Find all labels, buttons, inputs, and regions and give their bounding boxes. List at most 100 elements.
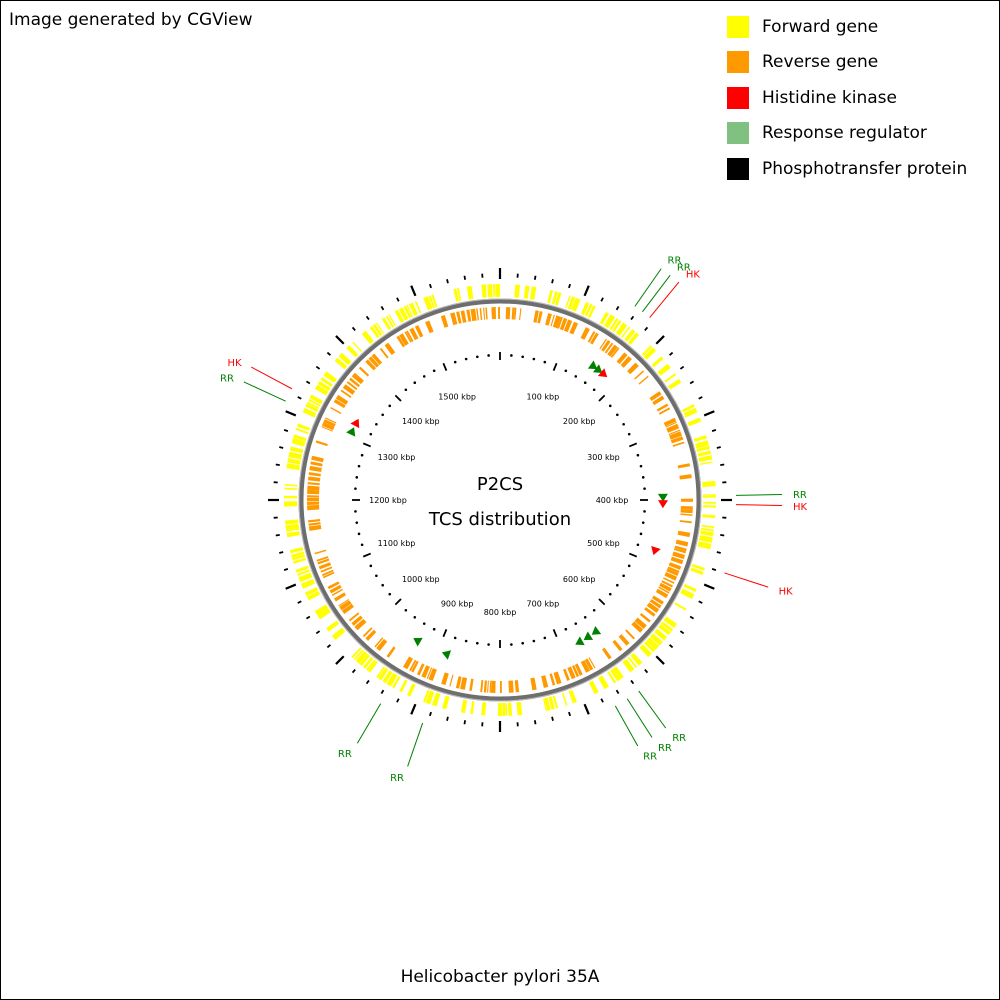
reverse-gene (663, 577, 675, 584)
reverse-gene (638, 375, 649, 385)
outer-tick (583, 285, 590, 297)
forward-gene (362, 656, 374, 669)
histidine-kinase-marker (658, 500, 669, 509)
forward-gene (346, 345, 359, 358)
reverse-gene (580, 660, 591, 673)
forward-gene (702, 505, 716, 508)
forward-gene (622, 658, 635, 673)
reverse-gene (505, 307, 511, 320)
forward-gene (630, 652, 643, 666)
reverse-gene (321, 426, 333, 432)
ruler-minor-tick (355, 476, 359, 479)
reverse-gene (414, 325, 424, 338)
forward-gene (406, 683, 416, 697)
reverse-gene (440, 315, 449, 328)
forward-gene (654, 628, 668, 641)
forward-gene (288, 451, 303, 460)
reverse-gene (599, 338, 607, 350)
forward-gene (702, 495, 716, 498)
forward-gene (697, 543, 711, 550)
forward-gene (658, 624, 671, 636)
reverse-gene (664, 572, 678, 581)
ruler-major-tick (442, 362, 448, 372)
reverse-gene (384, 342, 396, 355)
outer-tick (698, 600, 703, 604)
forward-gene (367, 660, 378, 673)
ruler-major-tick (598, 598, 606, 606)
forward-gene (431, 294, 438, 308)
legend-label: Histidine kinase (762, 87, 897, 108)
outer-tick (335, 335, 345, 345)
callout-line (634, 268, 662, 307)
center-subtitle: TCS distribution (428, 509, 571, 530)
forward-gene (660, 621, 674, 632)
response-regulator-marker (413, 637, 423, 647)
outer-tick (711, 568, 717, 572)
ruler-minor-tick (622, 574, 625, 578)
ruler-label: 600 kbp (563, 575, 596, 584)
outer-tick (630, 315, 635, 321)
ruler-minor-tick (521, 355, 524, 359)
ruler-major-tick (442, 628, 448, 638)
reverse-gene (519, 308, 522, 321)
reverse-gene (620, 356, 632, 368)
backbone-highlight (298, 298, 702, 702)
forward-gene (291, 437, 306, 447)
histidine-kinase-marker (350, 418, 360, 429)
reverse-gene (491, 307, 497, 320)
reverse-gene (668, 562, 682, 570)
reverse-gene (665, 421, 677, 428)
forward-gene (353, 649, 364, 661)
forward-gene (314, 604, 329, 615)
ruler-label: 100 kbp (527, 393, 560, 402)
legend-item-phosphotransfer-protein: Phosphotransfer protein (727, 151, 967, 187)
outer-tick (533, 275, 537, 280)
forward-gene (580, 301, 590, 316)
reverse-gene (307, 495, 320, 498)
forward-gene (641, 345, 652, 356)
forward-gene (523, 285, 530, 299)
reverse-gene (508, 680, 514, 693)
forward-gene (308, 398, 321, 407)
reverse-gene (348, 612, 360, 622)
ruler-minor-tick (422, 622, 426, 625)
ruler-minor-tick (639, 464, 643, 468)
ruler-minor-tick (641, 476, 645, 479)
outer-tick (668, 351, 674, 356)
reverse-gene (321, 422, 335, 431)
forward-gene (493, 284, 496, 298)
callout-line (649, 281, 680, 318)
forward-gene (305, 403, 319, 412)
reverse-gene (590, 332, 599, 345)
forward-gene (302, 407, 317, 418)
reverse-gene (421, 665, 430, 678)
outer-tick (305, 380, 311, 385)
forward-gene (375, 322, 385, 334)
reverse-gene (331, 588, 343, 596)
outer-tick (428, 283, 432, 289)
ruler-minor-tick (375, 574, 378, 578)
ruler-minor-tick (476, 355, 479, 359)
reverse-gene (411, 660, 419, 673)
reverse-gene (346, 381, 358, 391)
reverse-gene (514, 680, 520, 693)
reverse-gene (403, 656, 414, 670)
forward-gene (470, 701, 475, 715)
forward-gene (292, 557, 307, 564)
reverse-gene (309, 465, 322, 472)
outer-tick (716, 446, 721, 449)
reverse-gene (315, 440, 328, 447)
forward-gene (385, 315, 395, 328)
forward-gene (683, 407, 698, 418)
outer-tick (285, 583, 297, 590)
callout-line (243, 381, 286, 402)
forward-gene (561, 692, 568, 706)
forward-gene (355, 650, 368, 664)
reverse-gene (479, 307, 483, 321)
ruler-minor-tick (641, 521, 645, 524)
ruler-minor-tick (432, 369, 436, 373)
ruler-minor-tick (355, 521, 359, 524)
forward-gene (544, 697, 551, 711)
forward-gene (488, 284, 493, 298)
forward-gene (497, 702, 502, 716)
